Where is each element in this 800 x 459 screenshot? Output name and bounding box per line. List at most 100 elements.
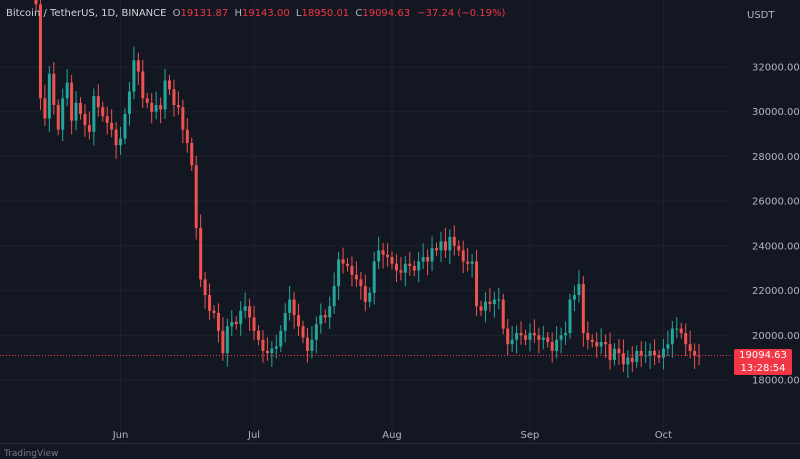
candle-body bbox=[127, 91, 131, 114]
candle-body bbox=[261, 339, 265, 351]
candle-body bbox=[172, 89, 176, 106]
candle-body bbox=[488, 301, 492, 304]
candle-body bbox=[350, 265, 354, 275]
candle-body bbox=[87, 125, 91, 132]
candle-body bbox=[159, 105, 163, 110]
candle-body bbox=[154, 105, 158, 112]
price-tick-label: 32000.00 bbox=[752, 63, 800, 74]
candle-body bbox=[653, 350, 657, 356]
candle-body bbox=[105, 116, 109, 123]
candle-body bbox=[439, 241, 443, 251]
candle-body bbox=[670, 328, 674, 345]
change-value: −37.24 (−0.19%) bbox=[417, 8, 506, 19]
time-axis[interactable]: Jun Jul Aug Sep Oct bbox=[112, 430, 672, 441]
candle-body bbox=[185, 129, 189, 144]
candle-body bbox=[635, 350, 639, 363]
candle-body bbox=[568, 299, 572, 334]
candle-body bbox=[532, 333, 536, 336]
time-tick-label: Sep bbox=[521, 430, 540, 441]
candle-body bbox=[666, 344, 670, 349]
candle-body bbox=[248, 306, 252, 318]
legend-header: Bitcoin / TetherUS, 1D, BINANCE O19131.8… bbox=[6, 8, 505, 19]
candle-body bbox=[675, 328, 679, 330]
price-tick-label: 28000.00 bbox=[752, 152, 800, 163]
candle-body bbox=[314, 324, 318, 340]
candle-body bbox=[599, 341, 603, 347]
candle-body bbox=[564, 333, 568, 336]
axis-unit-label[interactable]: USDT bbox=[747, 10, 775, 21]
candle-body bbox=[693, 350, 697, 356]
candle-body bbox=[368, 292, 372, 302]
candle-body bbox=[390, 257, 394, 264]
candle-body bbox=[292, 299, 296, 316]
time-tick-label: Aug bbox=[382, 430, 402, 441]
candle-body bbox=[617, 348, 621, 354]
price-tick-label: 20000.00 bbox=[752, 331, 800, 342]
candle-body bbox=[176, 105, 180, 108]
candle-body bbox=[332, 286, 336, 307]
candle-body bbox=[590, 339, 594, 342]
candle-body bbox=[199, 227, 203, 280]
candle-body bbox=[319, 315, 323, 325]
candle-body bbox=[417, 261, 421, 271]
candle-body bbox=[110, 122, 114, 130]
candle-body bbox=[337, 259, 341, 287]
candle-body bbox=[208, 295, 212, 311]
candle-body bbox=[461, 250, 465, 262]
candle-body bbox=[421, 257, 425, 262]
candle-body bbox=[550, 341, 554, 351]
candle-body bbox=[661, 348, 665, 358]
candle-body bbox=[412, 265, 416, 271]
candle-body bbox=[114, 129, 118, 146]
candle-body bbox=[341, 259, 345, 264]
candle-body bbox=[426, 257, 430, 262]
candle-body bbox=[123, 113, 127, 139]
candle-body bbox=[457, 245, 461, 251]
candle-body bbox=[301, 326, 305, 338]
candle-body bbox=[359, 279, 363, 287]
candle-body bbox=[430, 248, 434, 262]
candle-body bbox=[479, 306, 483, 311]
candle-body bbox=[657, 355, 661, 358]
candle-body bbox=[212, 310, 216, 313]
candle-body bbox=[56, 105, 60, 130]
candle-body bbox=[346, 263, 349, 266]
candle-body bbox=[621, 353, 625, 365]
candle-body bbox=[328, 306, 332, 318]
candle-body bbox=[119, 138, 123, 146]
candle-body bbox=[510, 339, 514, 345]
candle-body bbox=[577, 283, 581, 296]
candle-body bbox=[274, 346, 278, 349]
price-tick-label: 24000.00 bbox=[752, 241, 800, 252]
price-axis[interactable]: 18000.00 20000.00 22000.00 24000.00 26000.00… bbox=[752, 63, 800, 387]
candle-body bbox=[435, 248, 438, 251]
candle-body bbox=[252, 317, 256, 331]
candle-body bbox=[43, 98, 47, 119]
open-value: 19131.87 bbox=[180, 8, 229, 19]
candle-body bbox=[381, 250, 385, 255]
symbol-title[interactable]: Bitcoin / TetherUS, 1D, BINANCE bbox=[6, 8, 167, 19]
candle-series[interactable] bbox=[34, 0, 701, 378]
time-tick-label: Jun bbox=[112, 430, 129, 441]
candle-body bbox=[96, 96, 100, 108]
candle-body bbox=[239, 310, 243, 325]
candle-body bbox=[79, 102, 82, 114]
tradingview-logo[interactable]: TradingView bbox=[4, 449, 59, 459]
candle-body bbox=[257, 330, 260, 340]
candle-body bbox=[648, 350, 652, 356]
candle-body bbox=[524, 335, 527, 340]
low-value: 18950.01 bbox=[301, 8, 350, 19]
candle-body bbox=[399, 270, 403, 273]
candle-body bbox=[608, 344, 612, 360]
candle-body bbox=[74, 102, 78, 121]
price-tick-label: 18000.00 bbox=[752, 376, 800, 387]
candle-body bbox=[497, 299, 501, 301]
candle-body bbox=[613, 348, 616, 360]
candle-body bbox=[265, 350, 269, 354]
candle-body bbox=[163, 80, 167, 110]
candle-body bbox=[34, 0, 38, 5]
candle-body bbox=[448, 236, 452, 251]
candle-body bbox=[190, 143, 194, 166]
